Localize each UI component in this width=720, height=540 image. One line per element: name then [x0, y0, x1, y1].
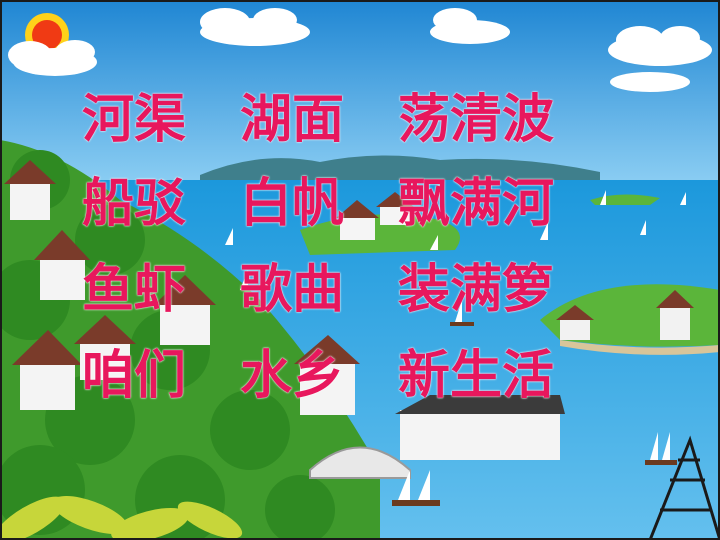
word-line-1-a: 河渠: [82, 90, 187, 150]
word-line-3-c: 装满箩: [398, 260, 555, 320]
sailboat: [645, 432, 677, 465]
island: [590, 194, 660, 205]
sailboat: [450, 300, 474, 326]
small-sails: [225, 190, 686, 290]
word-line-2-c: 飘满河: [398, 174, 555, 234]
word-line-3-b: 歌曲: [240, 260, 345, 320]
sailboat: [392, 470, 440, 506]
foreground-leaves: [0, 496, 243, 540]
word-line-3-a: 鱼虾: [82, 260, 187, 320]
word-line-2-b: 白帆: [240, 174, 345, 234]
word-line-1-c: 荡清波: [398, 90, 555, 150]
word-line-4-c: 新生活: [398, 346, 555, 406]
word-line-4-a: 咱们: [82, 346, 187, 406]
cloud: [8, 40, 97, 76]
cloud: [608, 26, 712, 92]
word-line-1-b: 湖面: [240, 90, 345, 150]
cloud: [430, 8, 510, 44]
word-line-2-a: 船驳: [82, 174, 187, 234]
word-line-4-b: 水乡: [240, 346, 345, 406]
cloud: [200, 8, 310, 46]
houses: [4, 160, 565, 460]
power-pylon: [648, 435, 720, 540]
